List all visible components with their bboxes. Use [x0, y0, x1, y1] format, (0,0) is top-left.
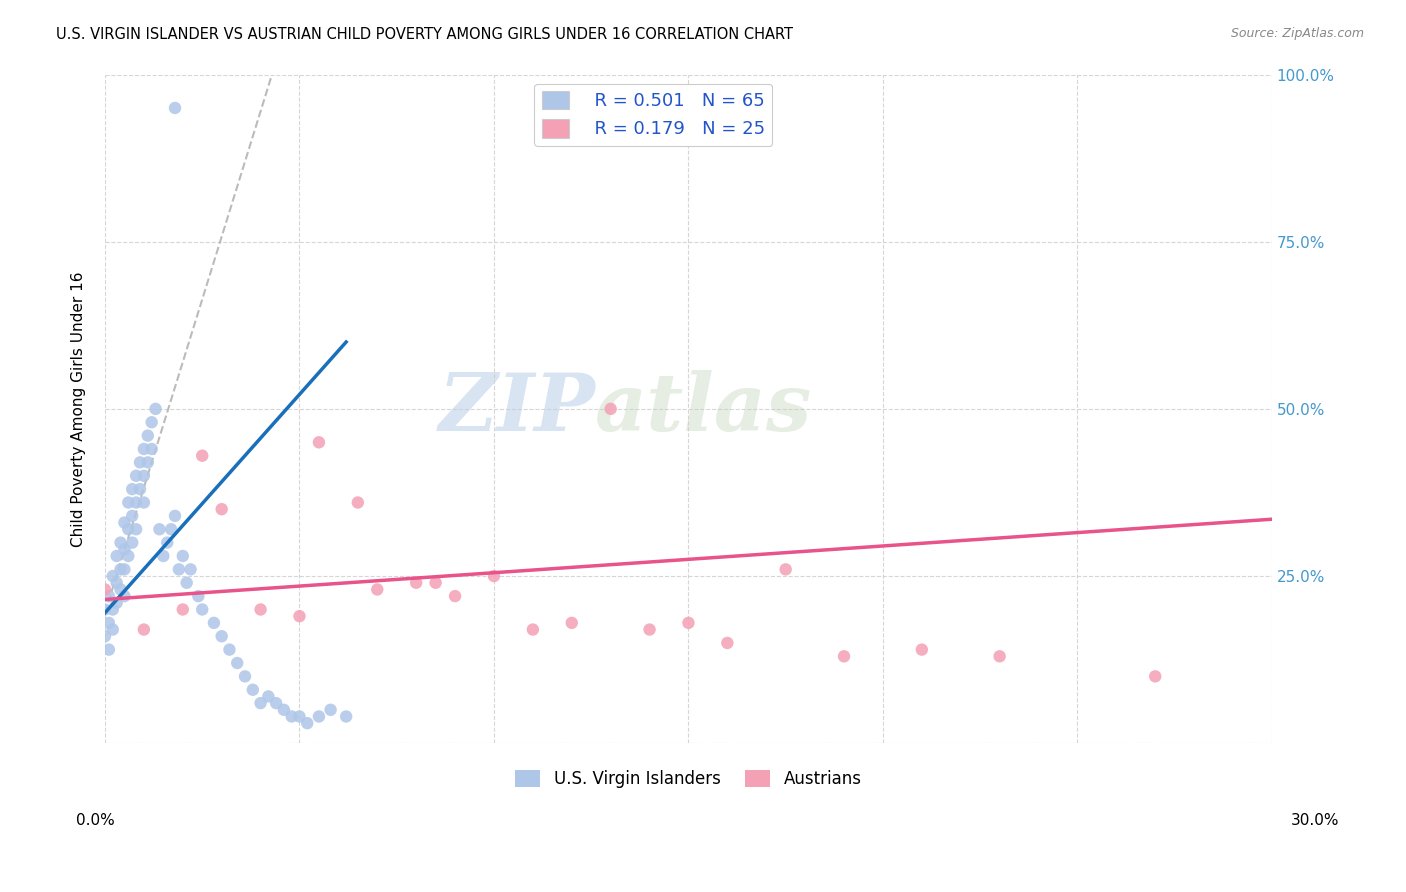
Point — [599, 401, 621, 416]
Point — [273, 703, 295, 717]
Point — [117, 495, 139, 509]
Point — [561, 615, 583, 630]
Point — [94, 582, 117, 597]
Point — [145, 401, 167, 416]
Point — [191, 449, 214, 463]
Y-axis label: Child Poverty Among Girls Under 16: Child Poverty Among Girls Under 16 — [72, 271, 86, 547]
Point — [425, 575, 447, 590]
Point — [297, 716, 319, 731]
Point — [1144, 669, 1167, 683]
Point — [136, 428, 159, 442]
Point — [444, 589, 467, 603]
Point — [366, 582, 388, 597]
Point — [832, 649, 855, 664]
Point — [114, 516, 136, 530]
Point — [101, 569, 124, 583]
Point — [114, 542, 136, 557]
Point — [152, 549, 174, 563]
Point — [101, 602, 124, 616]
Point — [180, 562, 202, 576]
Point — [160, 522, 183, 536]
Point — [156, 535, 179, 549]
Point — [141, 442, 163, 456]
Point — [132, 442, 155, 456]
Point — [125, 495, 148, 509]
Point — [125, 522, 148, 536]
Point — [163, 508, 186, 523]
Point — [129, 455, 152, 469]
Point — [97, 589, 120, 603]
Point — [911, 642, 934, 657]
Point — [121, 482, 143, 496]
Text: atlas: atlas — [595, 370, 813, 448]
Point — [176, 575, 198, 590]
Point — [638, 623, 661, 637]
Point — [264, 696, 287, 710]
Point — [132, 495, 155, 509]
Point — [110, 562, 132, 576]
Point — [129, 482, 152, 496]
Point — [117, 549, 139, 563]
Point — [678, 615, 700, 630]
Point — [132, 623, 155, 637]
Point — [319, 703, 342, 717]
Point — [988, 649, 1011, 664]
Point — [114, 589, 136, 603]
Point — [405, 575, 427, 590]
Point — [335, 709, 357, 723]
Point — [191, 602, 214, 616]
Point — [288, 709, 311, 723]
Point — [308, 435, 330, 450]
Point — [163, 101, 186, 115]
Point — [97, 615, 120, 630]
Point — [167, 562, 190, 576]
Point — [148, 522, 170, 536]
Point — [249, 602, 271, 616]
Point — [105, 596, 128, 610]
Point — [280, 709, 302, 723]
Point — [308, 709, 330, 723]
Point — [94, 629, 117, 643]
Point — [242, 682, 264, 697]
Point — [132, 468, 155, 483]
Point — [218, 642, 240, 657]
Point — [172, 602, 194, 616]
Point — [141, 415, 163, 429]
Point — [233, 669, 256, 683]
Text: 30.0%: 30.0% — [1291, 814, 1339, 828]
Point — [288, 609, 311, 624]
Point — [94, 602, 117, 616]
Point — [202, 615, 225, 630]
Point — [249, 696, 271, 710]
Text: ZIP: ZIP — [439, 370, 595, 448]
Point — [125, 468, 148, 483]
Point — [211, 629, 233, 643]
Point — [105, 549, 128, 563]
Text: Source: ZipAtlas.com: Source: ZipAtlas.com — [1230, 27, 1364, 40]
Point — [136, 455, 159, 469]
Point — [105, 575, 128, 590]
Point — [117, 522, 139, 536]
Point — [172, 549, 194, 563]
Point — [187, 589, 209, 603]
Point — [121, 508, 143, 523]
Point — [716, 636, 738, 650]
Point — [110, 535, 132, 549]
Text: U.S. VIRGIN ISLANDER VS AUSTRIAN CHILD POVERTY AMONG GIRLS UNDER 16 CORRELATION : U.S. VIRGIN ISLANDER VS AUSTRIAN CHILD P… — [56, 27, 793, 42]
Point — [775, 562, 797, 576]
Point — [121, 535, 143, 549]
Point — [346, 495, 368, 509]
Point — [522, 623, 544, 637]
Point — [101, 623, 124, 637]
Text: 0.0%: 0.0% — [76, 814, 115, 828]
Legend: U.S. Virgin Islanders, Austrians: U.S. Virgin Islanders, Austrians — [509, 764, 869, 795]
Point — [257, 690, 280, 704]
Point — [110, 582, 132, 597]
Point — [97, 642, 120, 657]
Point — [211, 502, 233, 516]
Point — [226, 656, 249, 670]
Point — [482, 569, 505, 583]
Point — [114, 562, 136, 576]
